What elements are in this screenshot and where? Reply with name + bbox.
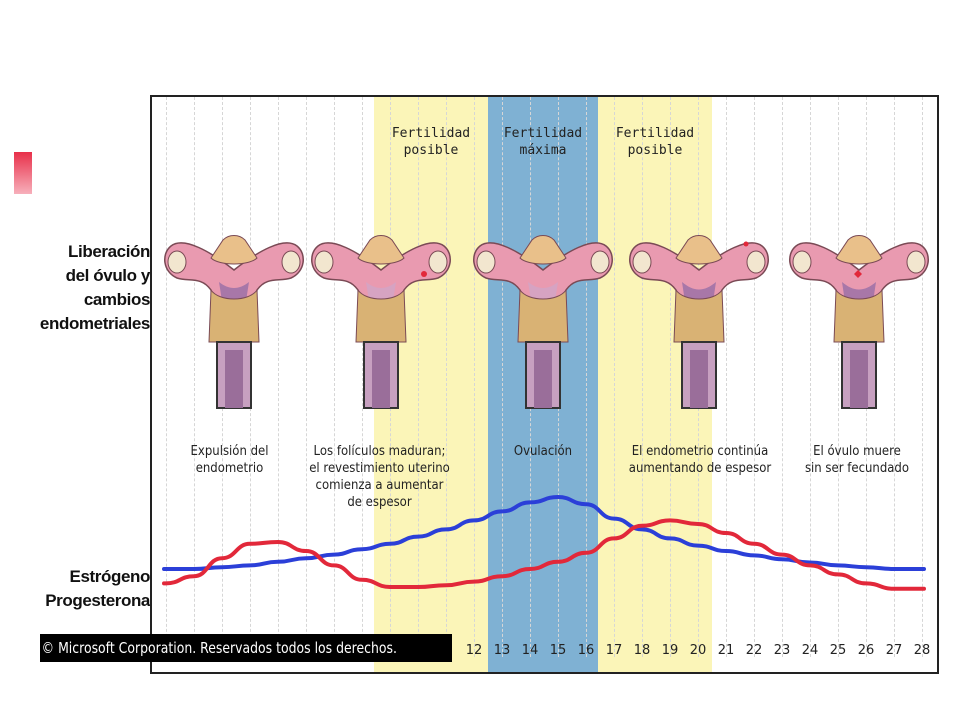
caption-line: comienza a aumentar [315,478,444,493]
fertility-label: Fertilidad posible [376,125,486,159]
uterus-shape [473,235,613,409]
day-label: 23 [773,643,791,658]
day-gridline [894,97,895,657]
day-gridline [670,97,671,657]
day-gridline [502,97,503,657]
day-label: 15 [549,643,567,658]
day-gridline [586,97,587,657]
uterus-illustration [164,235,304,409]
day-gridline [278,97,279,657]
day-gridline [474,97,475,657]
day-gridline [922,97,923,657]
day-label: 19 [661,643,679,658]
day-label: 25 [829,643,847,658]
day-gridline [754,97,755,657]
day-gridline [334,97,335,657]
day-gridline [166,97,167,657]
side-label-line: Liberación [68,242,150,261]
day-gridline [194,97,195,657]
day-gridline [726,97,727,657]
caption-line: Ovulación [513,444,573,459]
day-label: 18 [633,643,651,658]
day-axis: 12 13 14 15 16 17 18 19 20 21 22 23 24 25 26 27 28 [152,643,937,665]
day-gridline [614,97,615,657]
fertility-label-line: Fertilidad [503,126,583,141]
day-label: 16 [577,643,595,658]
day-label: 12 [465,643,483,658]
day-gridline [782,97,783,657]
caption-line: El óvulo muere [813,444,901,459]
caption-line: Expulsión del [190,444,269,459]
progesterone-label: Progesterona [45,591,150,610]
copyright-text: © Microsoft Corporation. Reservados todo… [41,639,397,657]
hormone-legend-label: Estrógeno Progesterona [45,565,150,613]
phase-caption: Expulsión del endometrio [160,443,300,477]
day-label: 22 [745,643,763,658]
menstrual-cycle-diagram: Fertilidad posible Fertilidad máxima Fer… [150,95,939,674]
copyright-notice: © Microsoft Corporation. Reservados todo… [40,634,452,662]
uterus-illustration [473,235,613,409]
estrogen-line [162,494,926,571]
day-gridline [362,97,363,657]
day-label: 13 [493,643,511,658]
fertility-label-line: Fertilidad [391,126,471,141]
fertility-label: Fertilidad posible [600,125,710,159]
uterus-shape [311,235,451,409]
day-label: 21 [717,643,735,658]
hormone-curves [162,494,926,591]
caption-line: aumentando de espesor [628,461,772,476]
phase-caption: El óvulo muere sin ser fecundado [790,443,925,477]
day-label: 27 [885,643,903,658]
caption-line: endometrio [195,461,264,476]
day-label: 26 [857,643,875,658]
side-label-line: endometriales [39,314,150,333]
phase-caption: El endometrio continúa aumentando de esp… [610,443,790,477]
caption-line: el revestimiento uterino [309,461,450,476]
uterus-shape [629,235,769,409]
side-label-line: del óvulo y [65,266,151,285]
fertility-label-line: posible [627,143,683,158]
uterus-shape [164,235,304,409]
fertility-label-line: posible [403,143,459,158]
uterus-illustration [789,235,929,409]
day-gridline [810,97,811,657]
uterus-illustration [629,235,769,409]
fertility-label-line: máxima [519,143,567,158]
day-gridline [642,97,643,657]
day-label: 28 [913,643,931,658]
estrogen-label: Estrógeno [69,567,151,586]
caption-line: El endometrio continúa [631,444,769,459]
uterus-shape [789,235,929,409]
day-label: 14 [521,643,539,658]
side-label-line: cambios [83,290,151,309]
phase-caption: Ovulación [494,443,593,460]
day-label: 17 [605,643,623,658]
phase-caption: Los folículos maduran; el revestimiento … [287,443,472,511]
caption-line: Los folículos maduran; [313,444,446,459]
progesterone-line [162,518,926,591]
fertility-label-line: Fertilidad [615,126,695,141]
day-label: 24 [801,643,819,658]
uterus-illustration [311,235,451,409]
ovulation-endometrium-label: Liberación del óvulo y cambios endometri… [40,240,150,336]
caption-line: sin ser fecundado [804,461,910,476]
day-label: 20 [689,643,707,658]
slide-accent-bar [14,152,32,194]
fertility-label: Fertilidad máxima [488,125,598,159]
day-gridline [446,97,447,657]
day-gridline [838,97,839,657]
day-gridline [306,97,307,657]
day-gridline [418,97,419,657]
caption-line: de espesor [347,495,412,510]
